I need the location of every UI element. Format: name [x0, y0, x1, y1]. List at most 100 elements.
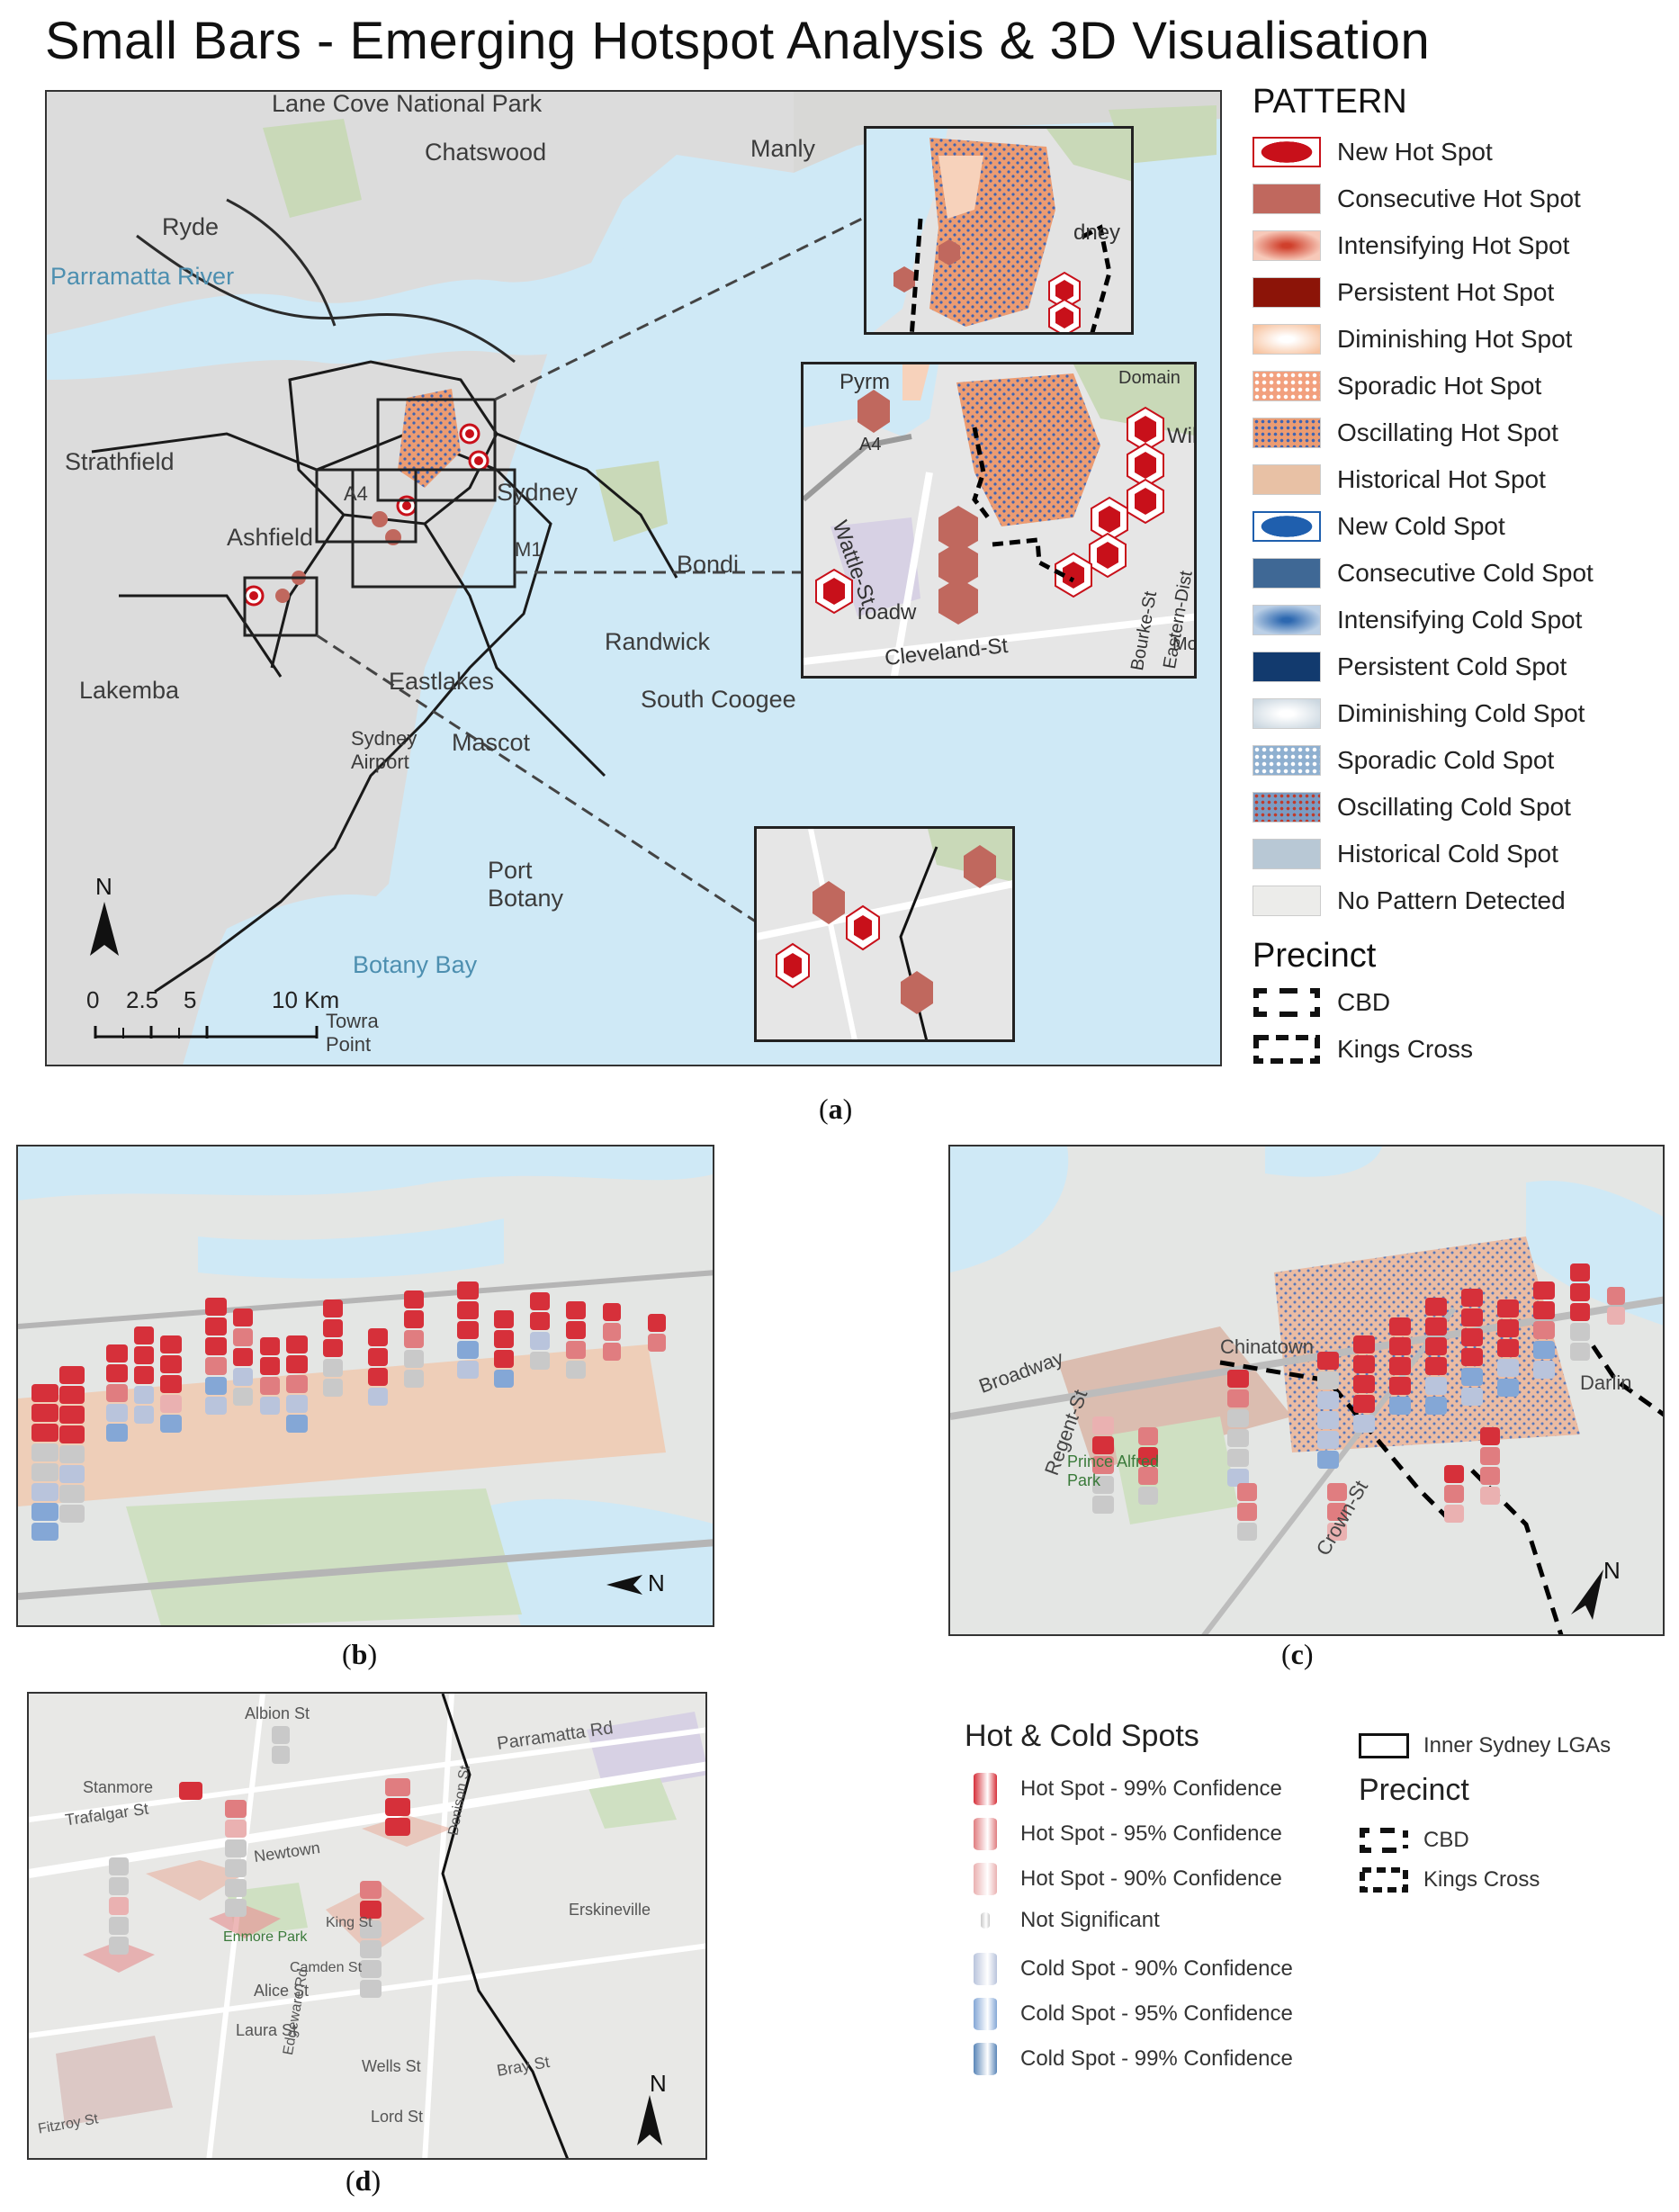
cbd-swatch-icon: [1253, 988, 1320, 1017]
legend-row-diminishing-cold-spot: Diminishing Cold Spot: [1253, 690, 1666, 737]
panel-d-column: [360, 1881, 382, 1998]
panel-d-label-laura: Laura St: [236, 2021, 298, 2039]
panel-b-column: [286, 1335, 308, 1433]
panel-d-label-enmore-park: Enmore Park: [223, 1929, 308, 1945]
panel-c-column-segment: [1425, 1397, 1447, 1415]
legend-label: Sporadic Hot Spot: [1337, 372, 1542, 400]
hot-cold-swatch-icon: [974, 1818, 997, 1850]
legend-row-oscillating-cold-spot: Oscillating Cold Spot: [1253, 784, 1666, 831]
hot-cold-label: Hot Spot - 95% Confidence: [1020, 1821, 1282, 1846]
panel-c-column-segment: [1480, 1427, 1500, 1445]
north-arrow-d-icon: [637, 2095, 662, 2145]
legend-row-sporadic-hot-spot: Sporadic Hot Spot: [1253, 363, 1666, 409]
panel-d-column-segment: [360, 1881, 382, 1899]
panel-c-column: [1497, 1299, 1519, 1397]
panel-b-column: [368, 1328, 388, 1406]
panel-b-column: [530, 1292, 550, 1370]
panel-b-column-segment: [205, 1357, 227, 1375]
panel-c-column-segment: [1227, 1389, 1249, 1407]
panel-3d-b[interactable]: N: [16, 1145, 714, 1627]
panel-b-column-segment: [59, 1465, 85, 1483]
panel-d-column-segment: [225, 1800, 247, 1818]
panel-b-column-segment: [286, 1395, 308, 1413]
inset-map-1[interactable]: dney: [864, 126, 1134, 335]
panel-c-column-segment: [1425, 1337, 1447, 1355]
map-panel-a[interactable]: Lane Cove National Park Chatswood Manly …: [45, 90, 1222, 1066]
panel-c-column-segment: [1389, 1357, 1411, 1375]
panel-c-column-segment: [1227, 1370, 1249, 1388]
north-label-a: N: [95, 873, 112, 900]
panel-b-column-segment: [404, 1370, 424, 1388]
legend-swatch-10: [1253, 605, 1321, 635]
panel-b-column-segment: [603, 1343, 621, 1361]
panel-b-column-segment: [205, 1298, 227, 1316]
scale-label-0: 0: [86, 986, 100, 1013]
panel-b-column-segment: [59, 1445, 85, 1463]
scale-label-2-5: 2.5: [126, 986, 159, 1013]
panel-b-column-segment: [566, 1361, 586, 1379]
scale-label-5: 5: [184, 986, 197, 1013]
panel-c-column-segment: [1533, 1361, 1555, 1379]
panel-3d-d[interactable]: Stanmore Trafalgar St Parramatta Rd Newt…: [27, 1692, 707, 2160]
panel-c-column-segment: [1497, 1299, 1519, 1317]
legend-swatch-3: [1253, 277, 1321, 308]
panel-b-column: [205, 1298, 227, 1415]
legend-row-historical-hot-spot: Historical Hot Spot: [1253, 456, 1666, 503]
place-mascot: Mascot: [452, 729, 531, 756]
precinct-cbd-label: CBD: [1337, 988, 1391, 1016]
panel-c-column-segment: [1461, 1289, 1483, 1307]
panel-b-column-segment: [457, 1301, 479, 1319]
panel-b-column-segment: [603, 1323, 621, 1341]
panel-c-column-segment: [1353, 1335, 1375, 1353]
panel-c-column-segment: [1570, 1303, 1590, 1321]
panel-b-column-segment: [323, 1319, 343, 1337]
panel-c-column-segment: [1480, 1487, 1500, 1505]
panel-b-column-segment: [648, 1314, 666, 1332]
panel-c-column-segment: [1570, 1283, 1590, 1301]
panel-b-column-segment: [59, 1425, 85, 1443]
panel-c-column-segment: [1327, 1483, 1347, 1501]
legend-label: Historical Hot Spot: [1337, 465, 1546, 493]
panel-d-column-segment: [225, 1879, 247, 1897]
caption-b: (b): [342, 1638, 378, 1670]
panel-d-column-segment: [385, 1798, 410, 1816]
panel-b-column: [323, 1299, 343, 1397]
panel-b-column-segment: [530, 1312, 550, 1330]
panel-3d-c[interactable]: Chinatown Broadway Regent-St Prince Alfr…: [948, 1145, 1665, 1636]
panel-d-column-segment: [385, 1818, 410, 1836]
inset-map-3[interactable]: [754, 826, 1015, 1042]
panel-c-column-segment: [1138, 1447, 1158, 1465]
panel-c-column-segment: [1317, 1371, 1339, 1389]
inset-1-label: dney: [1073, 220, 1121, 245]
panel-b-column: [648, 1314, 666, 1352]
precinct-legend-b-title: Precinct: [1359, 1773, 1469, 1807]
panel-c-column: [1480, 1427, 1500, 1505]
panel-c-column-segment: [1461, 1328, 1483, 1346]
panel-c-column-segment: [1237, 1503, 1257, 1521]
panel-b-column-segment: [59, 1386, 85, 1404]
pattern-legend: PATTERN New Hot Spot Consecutive Hot Spot…: [1253, 83, 1666, 1073]
panel-c-label-chinatown: Chinatown: [1220, 1335, 1314, 1358]
legend-row-persistent-hot-spot: Persistent Hot Spot: [1253, 269, 1666, 316]
panel-c-column-segment: [1444, 1465, 1464, 1483]
panel-b-column-segment: [323, 1299, 343, 1317]
panel-b-column-segment: [31, 1523, 58, 1541]
panel-b-column-segment: [205, 1377, 227, 1395]
precinct-b-cbd-row: CBD: [1359, 1827, 1469, 1854]
panel-c-column-segment: [1237, 1523, 1257, 1541]
legend-swatch-2: [1253, 230, 1321, 261]
panel-d-label-lord: Lord St: [371, 2108, 424, 2126]
panel-c-column: [1570, 1263, 1590, 1361]
panel-d-column-segment: [109, 1917, 129, 1935]
panel-b-column-segment: [494, 1370, 514, 1388]
legend-label: Oscillating Hot Spot: [1337, 418, 1558, 446]
panel-c-column: [1533, 1281, 1555, 1379]
panel-d-column: [179, 1782, 202, 1800]
panel-c-column-segment: [1444, 1505, 1464, 1523]
legend-label: Sporadic Cold Spot: [1337, 746, 1555, 774]
panel-b-column-segment: [134, 1326, 154, 1344]
scale-label-10: 10 Km: [272, 986, 340, 1013]
inset-map-2[interactable]: Pyrm A4 Wattle-St roadw Cleveland-St Dom…: [801, 362, 1197, 679]
lga-legend-row: Inner Sydney LGAs: [1359, 1733, 1611, 1758]
panel-b-column-segment: [233, 1368, 253, 1386]
